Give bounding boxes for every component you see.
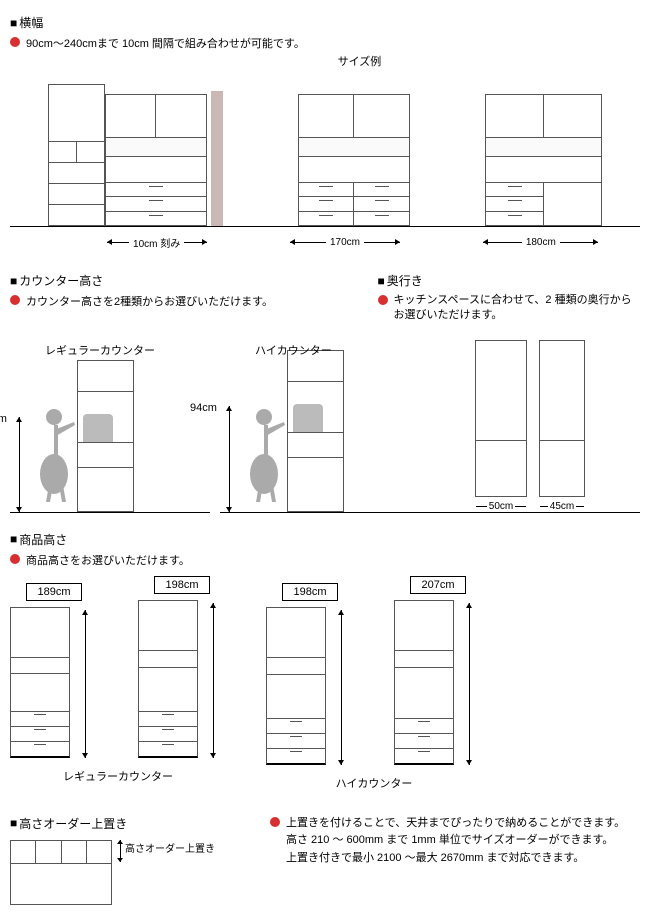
- depth-bullet: キッチンスペースに合わせて、2 種類の奥行からお選びいただけます。: [378, 293, 641, 324]
- counter-bullet-text: カウンター高さを2種類からお選びいただけます。: [26, 293, 273, 309]
- counter-bullet: カウンター高さを2種類からお選びいただけます。: [10, 293, 378, 309]
- bullet-dot: [378, 295, 388, 305]
- regular-height-group: 189cm 198cm レギュラーカウンター: [10, 576, 226, 791]
- label-198cm-b: 198cm: [282, 583, 337, 601]
- dim-170cm: 170cm: [330, 237, 360, 248]
- label-198cm-a: 198cm: [154, 576, 209, 594]
- cabinet-198a: [138, 600, 198, 758]
- bullet-dot: [10, 37, 20, 47]
- person-icon: [32, 402, 82, 512]
- upper-bullet: 上置きを付けることで、天井までぴったりで納めることができます。 高さ 210 ～…: [270, 815, 640, 868]
- high-group-label: ハイカウンター: [336, 775, 413, 791]
- high-label: ハイカウンター: [255, 342, 332, 358]
- width-dims-row: 10cm 刻み 170cm 180cm: [10, 229, 640, 250]
- upper-title: 高さオーダー上置き: [10, 815, 270, 832]
- high-height-group: 198cm 207cm ハイカウンター: [266, 576, 482, 791]
- high-counter-diagram: ハイカウンター 94cm: [220, 332, 420, 513]
- cabinet-207: [394, 600, 454, 765]
- bullet-dot: [270, 817, 280, 827]
- pillar-icon: [211, 91, 223, 226]
- appliance-icon: [293, 404, 323, 432]
- cabinet-1: [105, 94, 207, 226]
- bullet-dot: [10, 554, 20, 564]
- width-diagrams: サイズ例: [10, 71, 640, 227]
- product-height-title: 商品高さ: [10, 531, 640, 548]
- depth-unit-50: [475, 340, 527, 497]
- width-bullet-text: 90cm～240cmまで 10cm 間隔で組み合わせが可能です。: [26, 35, 305, 51]
- height-94cm: 94cm: [190, 402, 217, 414]
- depth-unit-45: [539, 340, 585, 497]
- width-title: 横幅: [10, 14, 640, 31]
- label-189cm: 189cm: [26, 583, 81, 601]
- dim-180cm: 180cm: [526, 237, 556, 248]
- person-icon: [242, 402, 292, 512]
- depth-45cm: 45cm: [550, 501, 574, 512]
- dim-10cm: 10cm 刻み: [133, 235, 180, 250]
- product-height-bullet: 商品高さをお選びいただけます。: [10, 552, 640, 568]
- example-label: サイズ例: [338, 53, 382, 69]
- upper-arrow-label: 高さオーダー上置き: [125, 840, 215, 855]
- fridge-icon: [48, 84, 105, 226]
- counter-unit-regular: [77, 360, 134, 512]
- upper-arrow: [120, 840, 121, 862]
- label-207cm: 207cm: [410, 576, 465, 594]
- depth-50cm: 50cm: [489, 501, 513, 512]
- cabinet-189: [10, 607, 70, 758]
- regular-label: レギュラーカウンター: [45, 342, 155, 358]
- depth-title: 奥行き: [378, 272, 641, 289]
- appliance-icon: [83, 414, 113, 442]
- cabinet-3: [485, 94, 602, 226]
- width-bullet: 90cm～240cmまで 10cm 間隔で組み合わせが可能です。: [10, 35, 640, 51]
- cabinet-198b: [266, 607, 326, 765]
- counter-unit-high: [287, 350, 344, 512]
- upper-bullet-text: 上置きを付けることで、天井までぴったりで納めることができます。 高さ 210 ～…: [286, 815, 625, 868]
- height-85cm: 85cm: [0, 413, 7, 425]
- width-group-1: [48, 84, 223, 226]
- upper-storage-diagram: [10, 840, 112, 905]
- depth-45-group: 45cm: [539, 340, 585, 512]
- regular-group-label: レギュラーカウンター: [63, 768, 173, 784]
- bullet-dot: [10, 295, 20, 305]
- cabinet-2: [298, 94, 410, 226]
- counter-title: カウンター高さ: [10, 272, 378, 289]
- product-height-bullet-text: 商品高さをお選びいただけます。: [26, 552, 190, 568]
- depth-50-group: 50cm: [475, 340, 527, 512]
- depth-bullet-text: キッチンスペースに合わせて、2 種類の奥行からお選びいただけます。: [394, 293, 641, 324]
- regular-counter-diagram: レギュラーカウンター 85cm: [10, 332, 210, 513]
